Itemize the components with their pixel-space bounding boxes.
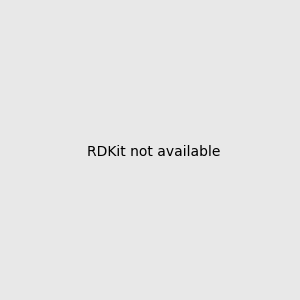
Text: RDKit not available: RDKit not available xyxy=(87,145,220,158)
